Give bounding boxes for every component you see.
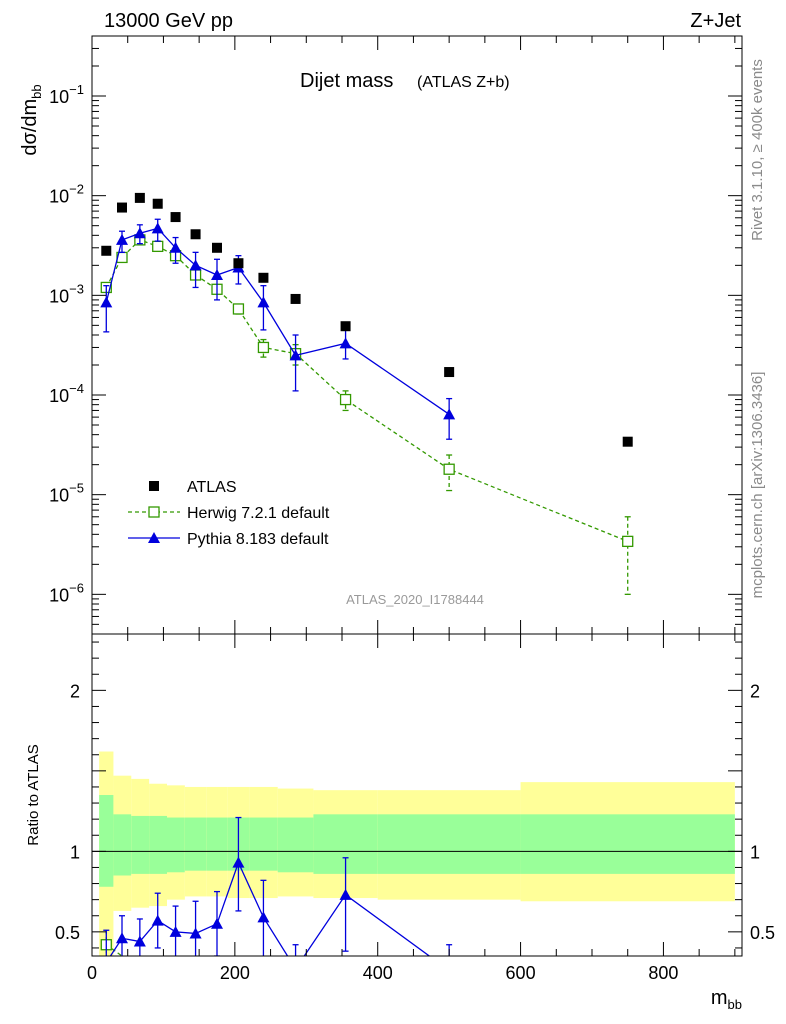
pythia-point: [257, 296, 270, 308]
legend-atlas-marker: [149, 481, 159, 491]
inner-uncertainty-band: [99, 795, 114, 887]
main-plot-title: Dijet mass: [300, 70, 393, 92]
atlas-data-point: [117, 202, 127, 213]
x-tick-label: 0: [87, 963, 97, 983]
pythia-point: [151, 222, 164, 234]
legend-pythia-label: Pythia 8.183 default: [187, 531, 329, 548]
x-tick-label: 600: [506, 963, 536, 983]
pythia-ratio-point: [116, 932, 128, 944]
inner-uncertainty-band: [131, 815, 150, 874]
inner-uncertainty-band: [377, 814, 521, 874]
energy-label: 13000 GeV pp: [104, 10, 233, 32]
ratio-y-axis-label: Ratio to ATLAS: [25, 744, 42, 845]
pythia-point: [211, 268, 223, 280]
x-tick-label: 800: [648, 963, 678, 983]
herwig-point: [339, 393, 352, 406]
pythia-point: [116, 233, 128, 245]
herwig-point: [443, 463, 455, 475]
pythia-ratio-point: [232, 856, 245, 868]
pythia-point: [443, 408, 456, 420]
pythia-point: [289, 349, 302, 361]
inner-uncertainty-band: [277, 817, 314, 873]
process-label: Z+Jet: [690, 10, 741, 32]
atlas-data-point: [170, 212, 181, 223]
legend: ATLAS Herwig 7.2.1 default Pythia 8.183 …: [128, 479, 330, 548]
atlas-data-point: [134, 192, 145, 203]
main-y-tick-label: 10−5: [49, 481, 84, 506]
mcplots-label: mcplots.cern.ch [arXiv:1306.3436]: [749, 372, 766, 599]
main-y-tick-label: 10−2: [49, 182, 84, 207]
ratio-plot-panel: 0 200 400 600 800 0.5 0.5 1 1 2 2 Ratio to ATLAS m…: [25, 633, 775, 1012]
pythia-point: [189, 259, 202, 271]
herwig-point: [257, 341, 270, 354]
pythia-point: [169, 241, 182, 253]
main-y-tick-label: 10−6: [49, 580, 84, 605]
legend-herwig-label: Herwig 7.2.1 default: [187, 505, 330, 522]
pythia-ratio-point: [211, 917, 223, 929]
ratio-plot-axes: 0 200 400 600 800 0.5 0.5 1 1 2 2: [55, 634, 775, 983]
pythia-ratio-point: [257, 911, 270, 923]
atlas-data-point: [290, 293, 301, 304]
herwig-series-line: [105, 239, 628, 542]
pythia-point: [100, 296, 113, 308]
main-plot-axes: 10−1 10−2 10−3 10−4 10−5 10−6: [49, 35, 742, 635]
inner-uncertainty-band: [149, 815, 167, 874]
pythia-point: [339, 337, 352, 349]
x-tick-label: 200: [220, 963, 250, 983]
inner-uncertainty-band: [206, 817, 228, 871]
ratio-y-tick-label-right: 2: [750, 681, 760, 701]
inner-uncertainty-band: [167, 817, 185, 873]
pythia-ratio-point: [151, 914, 164, 926]
pythia-ratio-point: [339, 888, 352, 900]
herwig-point: [622, 535, 634, 548]
ratio-y-tick-label-right: 1: [750, 842, 760, 862]
inner-uncertainty-band: [184, 817, 207, 871]
x-axis-label: mbb: [711, 987, 742, 1012]
analysis-id-label: ATLAS_2020_I1788444: [346, 592, 484, 607]
main-plot-panel: 10−1 10−2 10−3 10−4 10−5 10−6 Dijet mass (ATL…: [19, 35, 743, 635]
pythia-ratio-point: [189, 927, 202, 939]
main-y-tick-label: 10−3: [49, 281, 84, 306]
ratio-y-tick-label: 1: [70, 842, 80, 862]
atlas-data-point: [152, 198, 163, 209]
atlas-data-point: [622, 436, 633, 447]
atlas-data-point: [101, 245, 112, 256]
pythia-ratio-group: [103, 816, 453, 956]
legend-atlas-label: ATLAS: [187, 479, 237, 496]
rivet-version-label: Rivet 3.1.10, ≥ 400k events: [749, 59, 766, 241]
legend-entry-pythia: Pythia 8.183 default: [128, 531, 329, 548]
legend-entry-atlas: ATLAS: [149, 479, 237, 496]
main-plot-marks: [100, 192, 634, 595]
main-y-tick-label: 10−1: [49, 82, 84, 107]
ratio-y-tick-label: 2: [70, 681, 80, 701]
legend-herwig-marker: [148, 506, 160, 518]
ratio-y-tick-label-right: 0.5: [750, 923, 775, 943]
main-plot-title-suffix: (ATLAS Z+b): [417, 74, 510, 91]
atlas-data-point: [212, 242, 222, 253]
legend-pythia-marker: [148, 532, 160, 543]
ratio-y-tick-label: 0.5: [55, 923, 80, 943]
atlas-data-point: [444, 367, 455, 378]
herwig-point: [152, 240, 164, 253]
ratio-plot-marks: [100, 816, 453, 957]
inner-uncertainty-band: [113, 814, 132, 876]
atlas-data-point: [258, 272, 269, 283]
x-tick-label: 400: [363, 963, 393, 983]
atlas-data-point: [340, 321, 351, 332]
ratio-uncertainty-bands: [92, 751, 742, 956]
legend-entry-herwig: Herwig 7.2.1 default: [128, 505, 330, 522]
main-y-tick-label: 10−4: [49, 381, 84, 406]
pythia-ratio-point: [169, 925, 182, 937]
pythia-point: [133, 227, 146, 239]
inner-uncertainty-band: [249, 817, 278, 871]
atlas-data-point: [233, 258, 244, 269]
atlas-data-point: [190, 229, 201, 240]
pythia-series-line: [105, 227, 450, 415]
pythia-ratio-point: [133, 935, 146, 947]
inner-uncertainty-band: [520, 814, 735, 874]
herwig-point: [232, 303, 245, 315]
main-y-axis-label: dσ/dmbb: [19, 84, 44, 155]
ratio-plot-frame: [91, 633, 743, 957]
